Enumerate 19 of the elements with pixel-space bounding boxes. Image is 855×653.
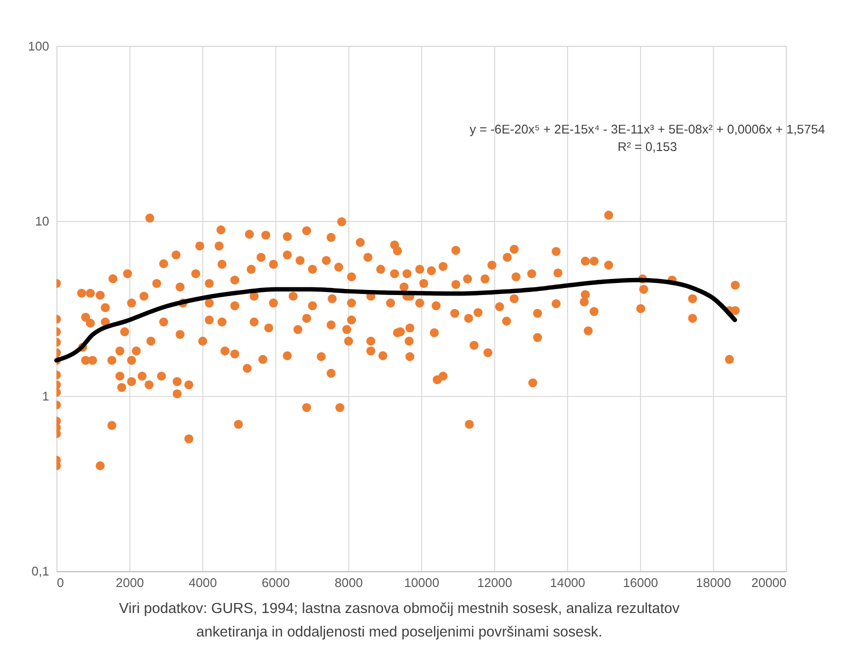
y-tick-label: 1 xyxy=(42,389,50,404)
y-tick-label: 100 xyxy=(28,39,50,54)
x-tick-label: 10000 xyxy=(404,576,440,590)
x-tick-label: 6000 xyxy=(262,576,290,590)
annotation: y = -6E-20x⁵ + 2E-15x⁴ - 3E-11x³ + 5E-08x² + 0,0006x + 1,5754 xyxy=(470,122,826,136)
x-tick-label: 20000 xyxy=(751,576,786,590)
text: anketiranja in oddaljenosti med poseljenimi površinami sosesk. xyxy=(196,624,602,640)
y-tick-label: 0,1 xyxy=(32,564,50,579)
x-tick-label: 12000 xyxy=(477,576,512,590)
x-tick-label: 16000 xyxy=(622,576,658,590)
x-tick-label: 14000 xyxy=(550,576,586,590)
y-tick-label: 10 xyxy=(35,214,50,228)
text: Viri podatkov: GURS, 1994; lastna zasnova območij mestnih sosesk, analiza rezultatov xyxy=(119,601,680,617)
x-tick-label: 18000 xyxy=(696,576,732,590)
x-tick-label: 4000 xyxy=(188,576,217,590)
annotation: R² = 0,153 xyxy=(618,140,677,154)
x-tick-label: 2000 xyxy=(116,576,144,590)
x-tick-label: 8000 xyxy=(334,576,363,590)
x-tick-label: 0 xyxy=(56,576,64,590)
